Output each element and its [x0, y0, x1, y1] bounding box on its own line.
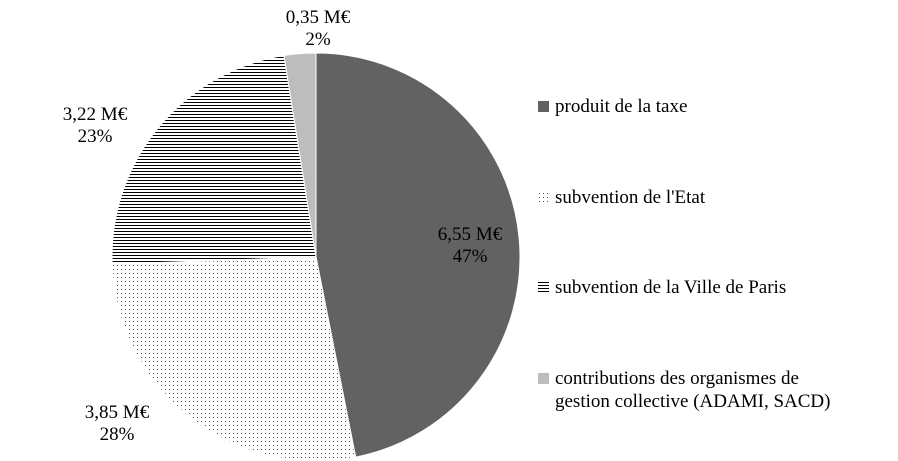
value-label: 3,85 M€ [84, 402, 150, 423]
percent-label: 23% [77, 126, 113, 147]
legend-swatch-solid-light [538, 373, 549, 384]
legend-swatch-solid-dark [538, 101, 549, 112]
percent-label: 2% [305, 29, 331, 50]
legend-label: subvention de l'Etat [555, 187, 706, 208]
percent-label: 28% [99, 424, 135, 445]
legend-label: subvention de la Ville de Paris [555, 277, 787, 298]
percent-label: 47% [452, 246, 488, 267]
pie-slice-2 [111, 54, 317, 265]
legend-item-etat: subvention de l'Etat [538, 186, 705, 209]
data-label-produit: 6,55 M€ 47% [438, 224, 502, 268]
data-label-contributions: 0,35 M€ 2% [286, 7, 350, 51]
legend-label-line2: gestion collective (ADAMI, SACD) [555, 391, 831, 412]
value-label: 3,22 M€ [62, 104, 128, 125]
data-label-etat: 3,85 M€ 28% [85, 402, 149, 446]
legend-item-ville: subvention de la Ville de Paris [538, 276, 786, 299]
legend-item-produit: produit de la taxe [538, 95, 687, 118]
pie-slice-0 [315, 52, 521, 458]
value-label: 0,35 M€ [285, 7, 351, 28]
legend-label: produit de la taxe [555, 96, 688, 117]
pie-slice-3 [283, 52, 317, 258]
legend-label: contributions des organismes de [555, 368, 799, 389]
data-label-ville: 3,22 M€ 23% [63, 104, 127, 148]
legend-swatch-dots [538, 192, 549, 203]
value-label: 6,55 M€ [437, 224, 503, 245]
legend-swatch-lines [538, 282, 549, 293]
legend-item-contributions: contributions des organismes de gestion … [538, 367, 830, 413]
